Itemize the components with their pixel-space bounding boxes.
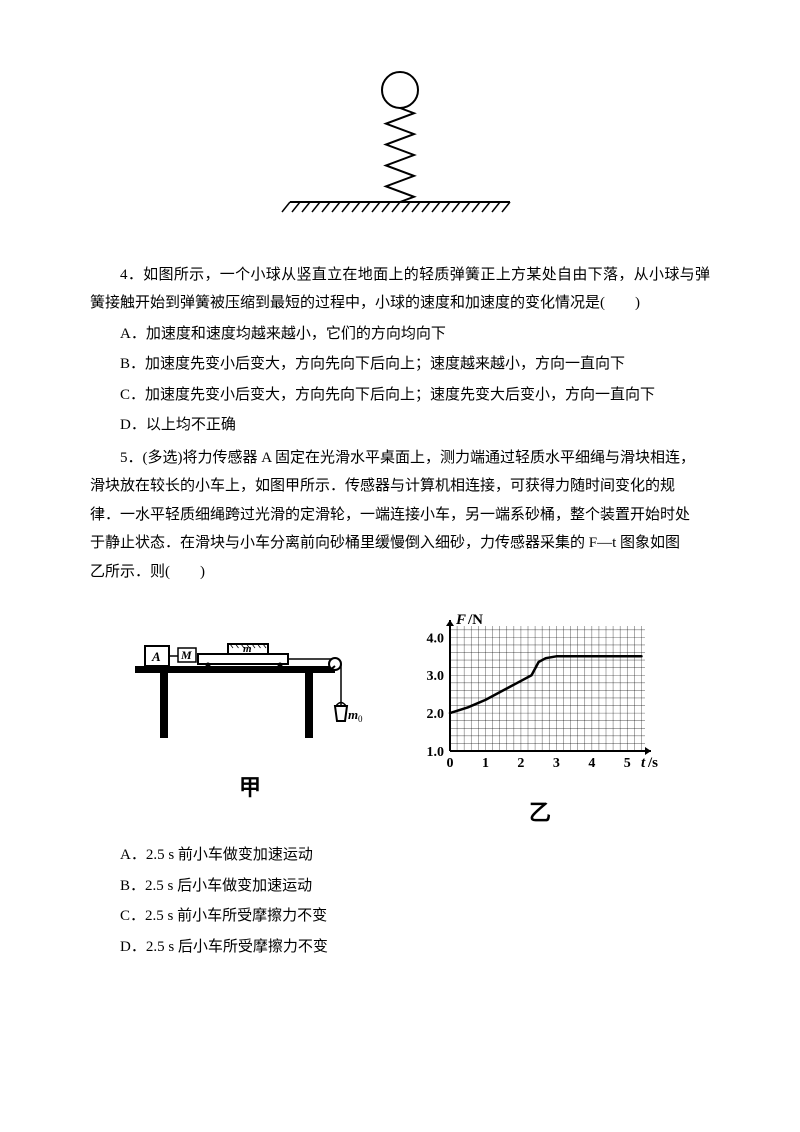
figure-jia: AMmm0 甲 xyxy=(130,606,370,833)
svg-text:m: m xyxy=(243,643,252,655)
svg-text:0: 0 xyxy=(358,714,363,724)
figures-row: AMmm0 甲 1.02.03.04.0012345F/Nt/s 乙 xyxy=(90,606,710,833)
caption-jia: 甲 xyxy=(130,767,370,809)
q5-prompt-l2: 滑块放在较长的小车上，如图甲所示．传感器与计算机相连接，可获得力随时间变化的规 xyxy=(90,472,710,501)
svg-text:4: 4 xyxy=(588,756,595,771)
q4-option-b: B．加速度先变小后变大，方向先向下后向上；速度越来越小，方向一直向下 xyxy=(90,350,710,379)
q5-option-d: D．2.5 s 后小车所受摩擦力不变 xyxy=(90,933,710,962)
spring-diagram xyxy=(90,60,710,241)
q5-prompt-l5: 乙所示．则( ) xyxy=(90,558,710,587)
q4-option-c: C．加速度先变小后变大，方向先向下后向上；速度先变大后变小，方向一直向下 xyxy=(90,381,710,410)
svg-text:5: 5 xyxy=(624,756,631,771)
force-time-chart: 1.0 2.0 3.0 4.0 0 1 2 3 4 5 F/N t/s xyxy=(410,606,670,771)
svg-text:4.0: 4.0 xyxy=(427,631,445,646)
svg-text:1.0: 1.0 xyxy=(427,745,445,760)
caption-yi: 乙 xyxy=(410,792,670,834)
svg-text:3: 3 xyxy=(553,756,560,771)
svg-text:2.0: 2.0 xyxy=(427,707,445,722)
svg-text:/N: /N xyxy=(467,612,483,628)
svg-text:m: m xyxy=(348,707,358,722)
spring-figure xyxy=(280,60,520,230)
svg-text:A: A xyxy=(151,649,161,664)
svg-text:3.0: 3.0 xyxy=(427,669,445,684)
q5-option-a: A．2.5 s 前小车做变加速运动 xyxy=(90,841,710,870)
q5-option-b: B．2.5 s 后小车做变加速运动 xyxy=(90,872,710,901)
svg-text:/s: /s xyxy=(647,755,658,771)
svg-text:1: 1 xyxy=(482,756,489,771)
q4-option-a: A．加速度和速度均越来越小，它们的方向均向下 xyxy=(90,320,710,349)
q5-option-c: C．2.5 s 前小车所受摩擦力不变 xyxy=(90,902,710,931)
svg-text:M: M xyxy=(180,648,192,662)
q5-prompt-l3: 律．一水平轻质细绳跨过光滑的定滑轮，一端连接小车，另一端系砂桶，整个装置开始时处 xyxy=(90,501,710,530)
q4-prompt: 4．如图所示，一个小球从竖直立在地面上的轻质弹簧正上方某处自由下落，从小球与弹簧… xyxy=(90,261,710,318)
apparatus-diagram: AMmm0 xyxy=(130,606,370,746)
q4-option-d: D．以上均不正确 xyxy=(90,411,710,440)
q5-prompt-l1: 5．(多选)将力传感器 A 固定在光滑水平桌面上，测力端通过轻质水平细绳与滑块相… xyxy=(90,444,710,473)
svg-text:F: F xyxy=(455,612,466,628)
figure-yi: 1.0 2.0 3.0 4.0 0 1 2 3 4 5 F/N t/s 乙 xyxy=(410,606,670,833)
svg-text:2: 2 xyxy=(517,756,524,771)
svg-text:t: t xyxy=(641,755,646,771)
q5-prompt-l4: 于静止状态．在滑块与小车分离前向砂桶里缓慢倒入细砂，力传感器采集的 F—t 图象… xyxy=(90,529,710,558)
svg-text:0: 0 xyxy=(447,756,454,771)
